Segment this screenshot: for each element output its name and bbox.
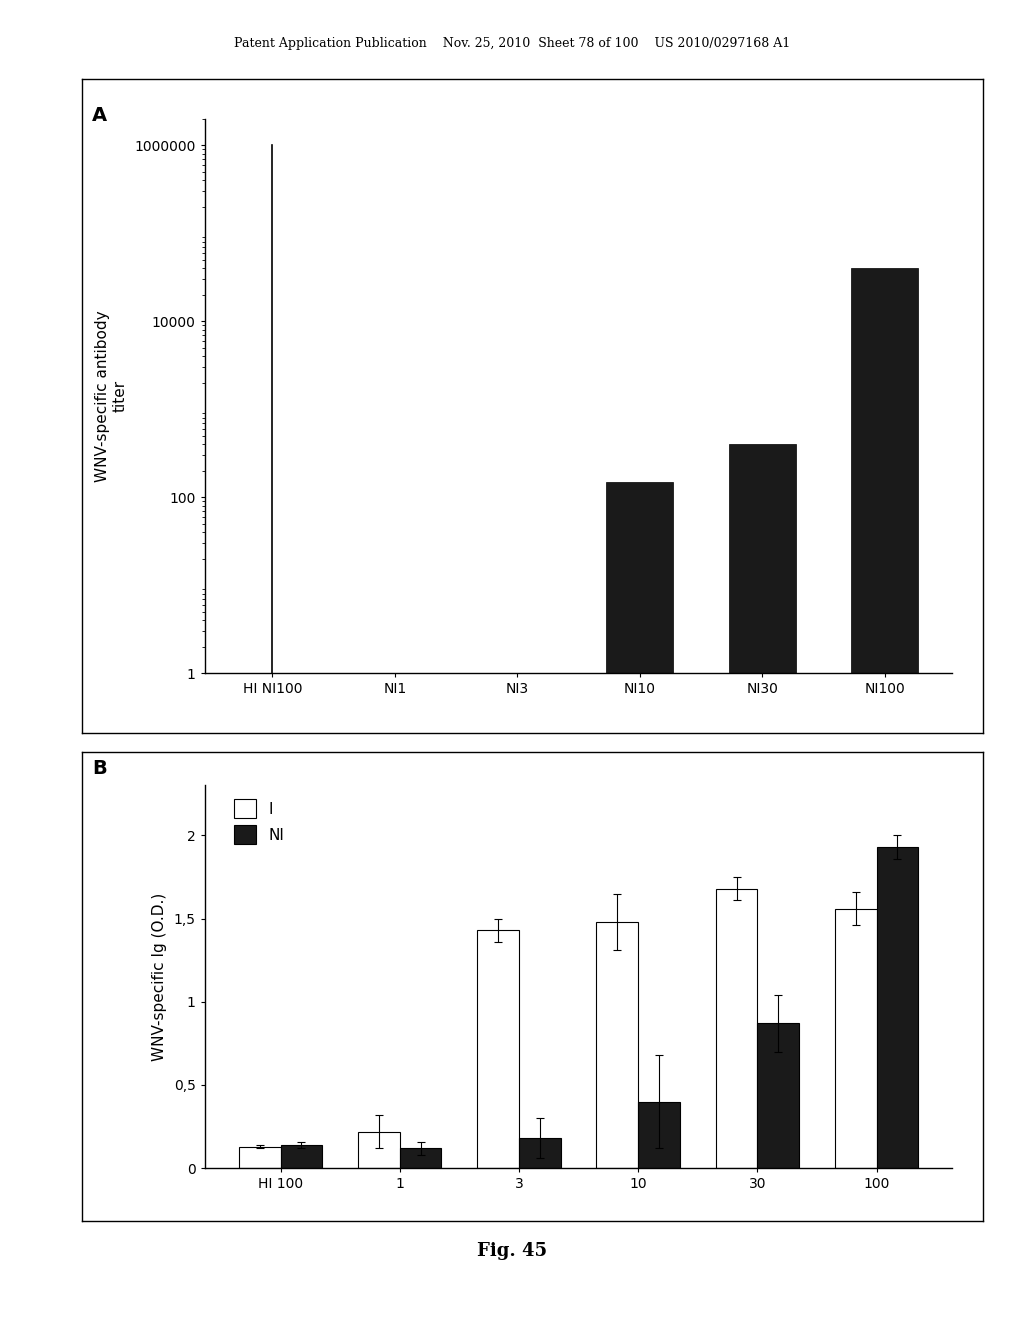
Bar — [728, 445, 796, 1320]
Y-axis label: WNV-specific Ig (O.D.): WNV-specific Ig (O.D.) — [152, 892, 167, 1061]
Bar — [877, 847, 919, 1168]
Bar — [606, 482, 674, 1320]
Text: Patent Application Publication    Nov. 25, 2010  Sheet 78 of 100    US 2010/0297: Patent Application Publication Nov. 25, … — [233, 37, 791, 50]
Y-axis label: WNV-specific antibody
titer: WNV-specific antibody titer — [95, 310, 127, 482]
Text: Fig. 45: Fig. 45 — [477, 1242, 547, 1261]
Bar — [239, 673, 306, 1320]
Legend: I, NI: I, NI — [227, 793, 291, 850]
Bar — [358, 1131, 399, 1168]
Bar — [239, 1147, 281, 1168]
Bar — [281, 1144, 323, 1168]
Bar — [399, 1148, 441, 1168]
Bar — [596, 921, 638, 1168]
Bar — [477, 931, 519, 1168]
Bar — [483, 673, 551, 1320]
Bar — [361, 673, 429, 1320]
Bar — [519, 1138, 561, 1168]
Text: A: A — [92, 106, 108, 124]
Bar — [638, 1102, 680, 1168]
Bar — [716, 888, 758, 1168]
Bar — [758, 1023, 799, 1168]
Text: B: B — [92, 759, 106, 777]
Bar — [835, 908, 877, 1168]
Bar — [851, 268, 919, 1320]
